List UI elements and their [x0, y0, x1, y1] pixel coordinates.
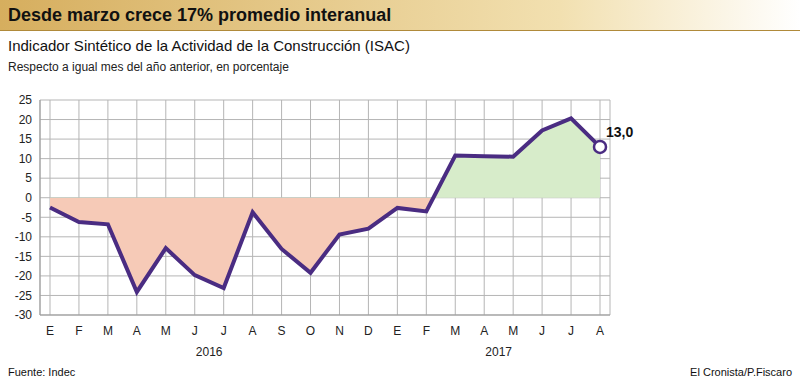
svg-text:2016: 2016	[196, 345, 223, 359]
svg-text:S: S	[278, 324, 286, 338]
svg-text:J: J	[568, 324, 574, 338]
svg-text:M: M	[450, 324, 460, 338]
html-text:Indicador Sintético de la Acti: Indicador Sintético de la Actividad de l…	[8, 37, 410, 54]
svg-text:M: M	[508, 324, 518, 338]
svg-text:-20: -20	[15, 269, 33, 283]
html-text:Desde marzo crece 17% promedio: Desde marzo crece 17% promedio interanua…	[8, 5, 392, 25]
html-text:El Cronista/P.Fiscaro: El Cronista/P.Fiscaro	[690, 366, 792, 378]
svg-text:5: 5	[25, 171, 32, 185]
svg-text:20: 20	[19, 113, 33, 127]
svg-text:-30: -30	[15, 308, 33, 322]
svg-text:M: M	[161, 324, 171, 338]
svg-text:-5: -5	[21, 211, 32, 225]
html-text:Fuente: Indec: Fuente: Indec	[8, 366, 76, 378]
svg-text:J: J	[192, 324, 198, 338]
svg-text:N: N	[335, 324, 344, 338]
svg-text:25: 25	[19, 93, 33, 107]
svg-text:F: F	[75, 324, 82, 338]
svg-text:0: 0	[25, 191, 32, 205]
svg-text:J: J	[539, 324, 545, 338]
svg-text:J: J	[221, 324, 227, 338]
svg-text:-10: -10	[15, 230, 33, 244]
svg-text:A: A	[480, 324, 488, 338]
svg-text:O: O	[306, 324, 315, 338]
svg-text:2017: 2017	[485, 345, 512, 359]
svg-text:-25: -25	[15, 289, 33, 303]
svg-text:10: 10	[19, 152, 33, 166]
svg-text:F: F	[423, 324, 430, 338]
svg-text:-15: -15	[15, 250, 33, 264]
svg-text:A: A	[249, 324, 257, 338]
svg-text:E: E	[46, 324, 54, 338]
svg-text:M: M	[103, 324, 113, 338]
svg-text:13,0: 13,0	[606, 124, 633, 140]
svg-text:A: A	[133, 324, 141, 338]
svg-text:D: D	[364, 324, 373, 338]
svg-text:A: A	[596, 324, 604, 338]
svg-text:15: 15	[19, 132, 33, 146]
svg-text:E: E	[393, 324, 401, 338]
html-text:Respecto a igual mes del año a: Respecto a igual mes del año anterior, e…	[8, 60, 289, 74]
